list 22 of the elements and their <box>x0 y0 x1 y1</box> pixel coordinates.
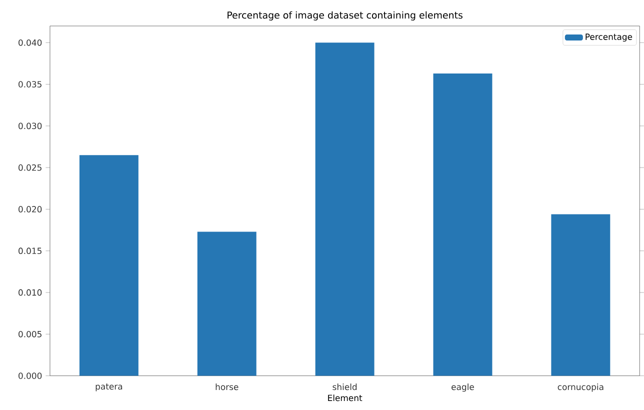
bar <box>79 155 138 376</box>
x-tick-label: cornucopia <box>558 384 604 392</box>
x-tick-label: eagle <box>452 384 474 392</box>
y-tick-label: 0.035 <box>18 81 42 88</box>
y-tick-label: 0.040 <box>18 40 42 46</box>
bar <box>197 232 256 376</box>
bar <box>433 74 492 376</box>
legend-label: Percentage <box>586 34 632 42</box>
y-tick-label: 0.025 <box>18 164 42 171</box>
x-tick-label: horse <box>216 384 238 390</box>
y-tick-label: 0.015 <box>18 248 42 254</box>
y-tick-label: 0.010 <box>18 289 42 296</box>
x-tick-label: patera <box>96 384 122 392</box>
chart-title: Percentage of image dataset containing elements <box>228 11 462 21</box>
y-tick-label: 0.020 <box>18 206 42 213</box>
bar <box>551 214 610 376</box>
y-tick-label: 0.030 <box>18 122 42 130</box>
y-tick-label: 0.005 <box>18 331 42 338</box>
x-axis-title: Element <box>328 394 362 402</box>
bar <box>315 42 374 376</box>
y-tick-label: 0.000 <box>18 372 42 380</box>
x-tick-label: shield <box>332 384 357 390</box>
